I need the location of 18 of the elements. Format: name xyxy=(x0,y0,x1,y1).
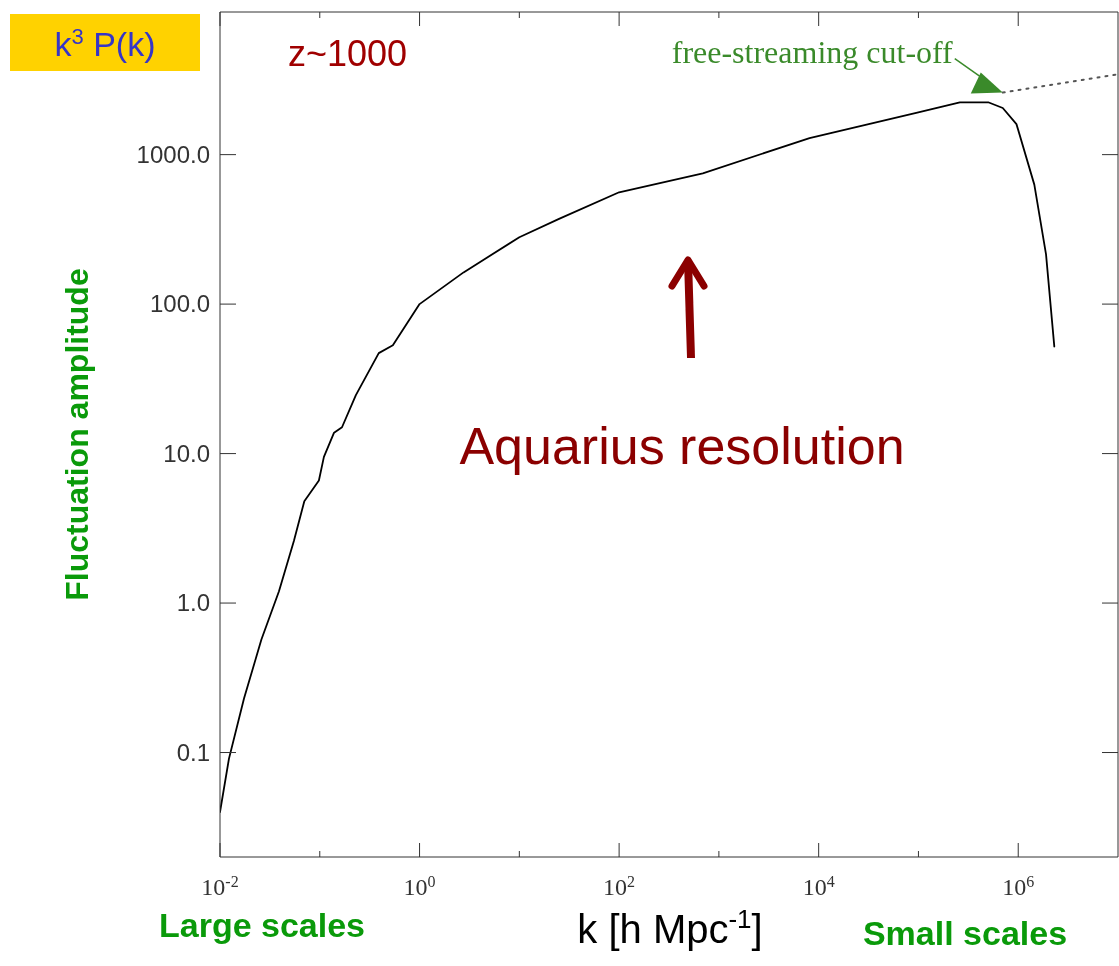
chart-title: k$^{3}$ P(k) xyxy=(54,23,156,63)
x-tick-label: 10$^{0}$ xyxy=(403,872,436,900)
y-tick-label: 10.0 xyxy=(163,439,210,467)
x-tick-label: 10$^{2}$ xyxy=(603,872,636,900)
y-axis-title: Fluctuation amplitude xyxy=(59,268,95,601)
annotation: free-streaming cut-off xyxy=(671,33,954,70)
x-axis-title: k [h Mpc$^{-1}$] xyxy=(577,904,763,951)
text: Small scales xyxy=(862,914,1068,952)
x-tick-label: 10$^{4}$ xyxy=(802,872,835,900)
x-tick-label: 10$^{6}$ xyxy=(1002,872,1035,900)
y-tick-label: 100.0 xyxy=(149,290,210,318)
y-tick-label: 1000.0 xyxy=(136,140,210,168)
y-tick-label: 1.0 xyxy=(176,589,210,617)
annotation: Aquarius resolution xyxy=(459,417,905,475)
text: Large scales xyxy=(158,906,366,944)
y-tick-label: 0.1 xyxy=(176,738,210,766)
annotation: z~1000 xyxy=(288,33,408,74)
x-tick-label: 10$^{-2}$ xyxy=(201,872,239,900)
